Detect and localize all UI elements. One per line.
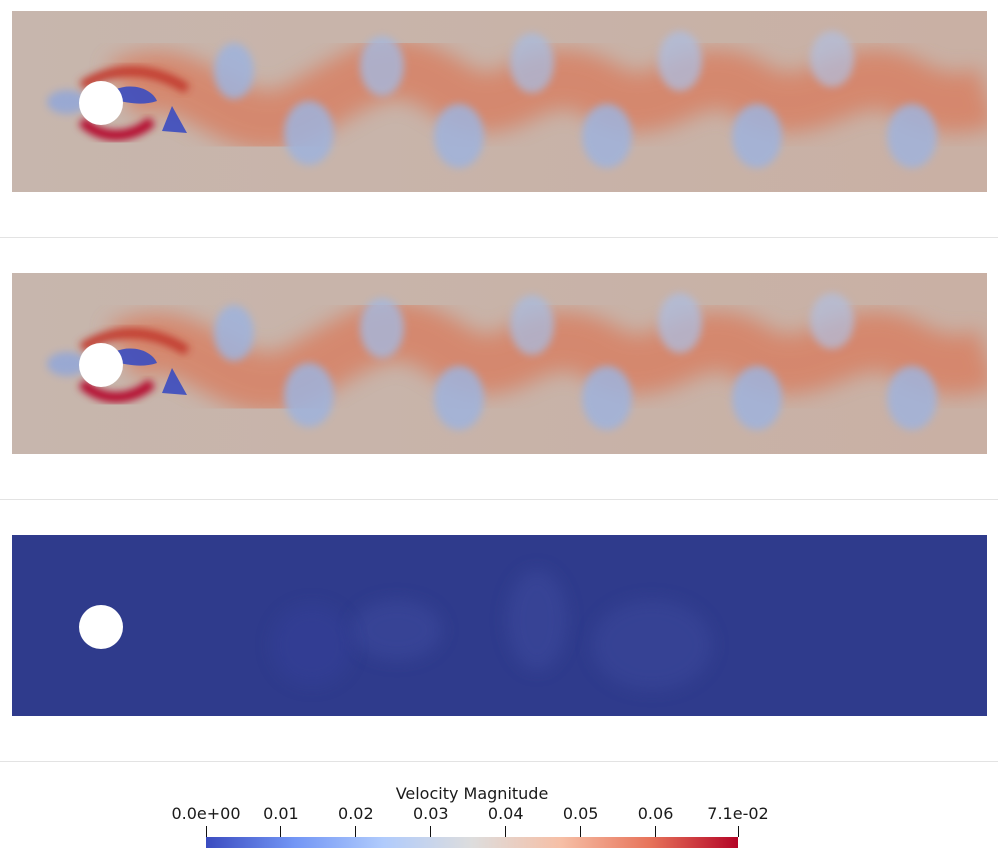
velocity-field-plot-3: [12, 535, 987, 716]
vortex-bottom: [582, 104, 632, 168]
inflow-stagnation: [47, 90, 87, 114]
colorbar-tick-mark: [655, 826, 656, 837]
panel-divider: [0, 761, 998, 762]
colorbar-tick-mark: [280, 826, 281, 837]
panel-divider: [0, 237, 998, 238]
vortex-bottom: [434, 366, 484, 430]
velocity-panel-1: [0, 0, 998, 262]
shear-layer-top: [79, 328, 190, 356]
recirculation-zone: [112, 86, 157, 104]
velocity-panel-3: [0, 524, 998, 786]
recirculation-tail: [162, 106, 187, 133]
colorbar-tick-label: 0.04: [487, 804, 524, 823]
obstacle-cylinder: [79, 343, 123, 387]
panel-divider: [0, 499, 998, 500]
colorbar-title: Velocity Magnitude: [395, 784, 549, 803]
colorbar-tick-label: 0.0e+00: [171, 804, 241, 823]
velocity-field-plot-2: [12, 273, 987, 454]
faint-structure: [272, 605, 352, 685]
vortex-bottom: [887, 104, 937, 168]
shear-layer-bottom: [78, 117, 156, 141]
inflow-stagnation: [47, 352, 87, 376]
vortex-top: [214, 305, 254, 361]
obstacle-cylinder: [79, 605, 123, 649]
colorbar-tick-label: 0.06: [637, 804, 674, 823]
recirculation-tail: [162, 368, 187, 395]
colorbar-tick-mark: [430, 826, 431, 837]
colorbar-gradient: [206, 837, 738, 848]
vortex-top: [360, 36, 404, 96]
colorbar-tick-mark: [580, 826, 581, 837]
vortex-bottom: [732, 104, 782, 168]
vortex-bottom: [434, 104, 484, 168]
vortex-top: [810, 293, 854, 349]
vortex-bottom: [582, 366, 632, 430]
colorbar-tick-label: 0.02: [338, 804, 374, 823]
vortex-bottom: [887, 366, 937, 430]
velocity-field-plot-1: [12, 11, 987, 192]
vortex-top: [658, 293, 702, 353]
colorbar-tick-mark: [505, 826, 506, 837]
colorbar-tick-mark: [206, 826, 207, 837]
colorbar-tick-label: 7.1e-02: [707, 804, 769, 823]
faint-structure: [592, 600, 712, 690]
vortex-bottom: [284, 101, 334, 165]
vortex-bottom: [732, 366, 782, 430]
vortex-top: [214, 43, 254, 99]
vortex-top: [658, 31, 702, 91]
obstacle-cylinder: [79, 81, 123, 125]
faint-structure: [507, 570, 567, 670]
colorbar-tick-mark: [738, 826, 739, 837]
vortex-bottom: [284, 363, 334, 427]
field-background: [12, 535, 987, 716]
vortex-top: [510, 33, 554, 93]
recirculation-zone: [112, 348, 157, 366]
faint-structure: [352, 600, 442, 660]
colorbar-tick-label: 0.03: [412, 804, 449, 823]
vortex-top: [810, 31, 854, 87]
vortex-top: [510, 295, 554, 355]
shear-layer-bottom: [78, 379, 156, 403]
colorbar-tick-label: 0.05: [562, 804, 599, 823]
colorbar-tick-label: 0.01: [263, 804, 299, 823]
vortex-top: [360, 298, 404, 358]
shear-layer-top: [79, 66, 190, 94]
velocity-panel-2: [0, 262, 998, 524]
colorbar-tick-mark: [355, 826, 356, 837]
